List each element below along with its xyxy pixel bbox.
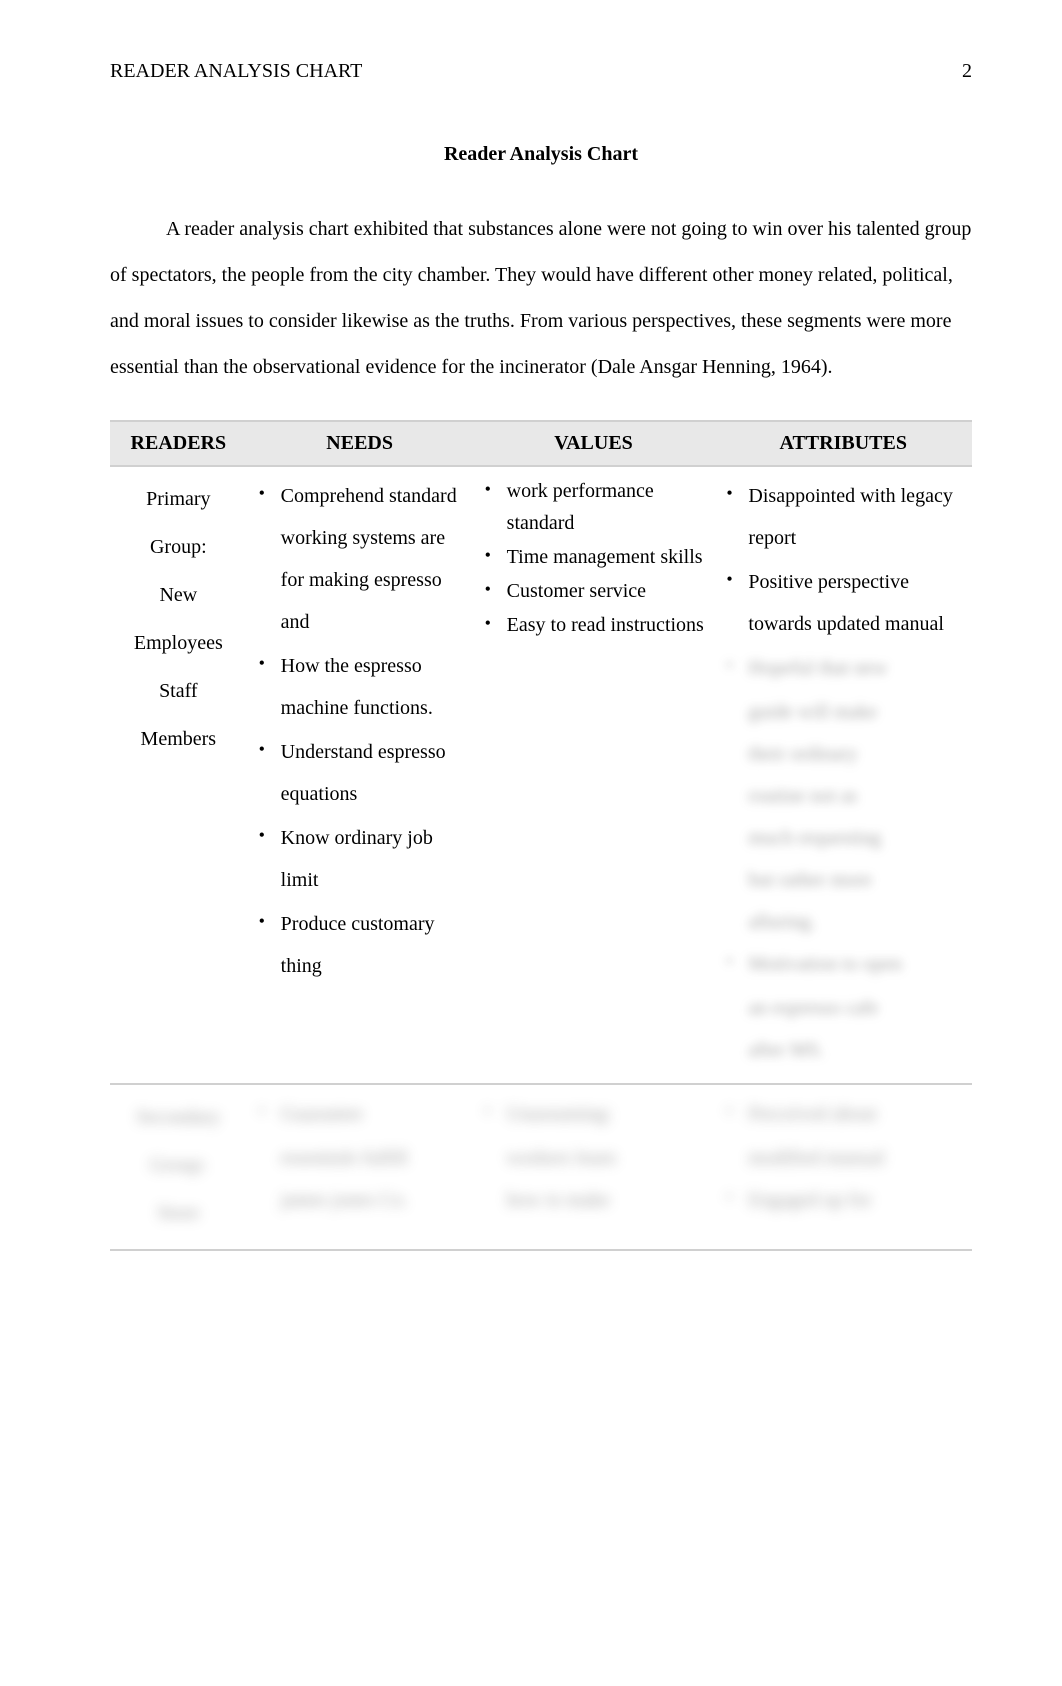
needs-cell: Comprehend standard working systems are … [247,466,473,1084]
running-head-text: READER ANALYSIS CHART [110,60,362,83]
intro-paragraph: A reader analysis chart exhibited that s… [110,206,972,390]
values-cell: Unassuming: workers learn how to make [473,1084,715,1250]
blur-text: james jones Co. [281,1179,467,1221]
header-values: VALUES [473,421,715,466]
reader-line: New [116,571,241,619]
list-item: Produce customary thing [253,903,467,987]
blur-text: much requesting [748,817,966,859]
readers-cell: Primary Group: New Employees Staff Membe… [110,466,247,1084]
table-row: Primary Group: New Employees Staff Membe… [110,466,972,1084]
header-attributes: ATTRIBUTES [714,421,972,466]
list-item: work performance standard [479,475,709,539]
readers-cell: Secondary Group: Store [110,1084,247,1250]
blur-text: workers learn [507,1137,709,1179]
blur-text: modified manual [748,1137,966,1179]
list-item: Comprehend standard working systems are … [253,475,467,643]
list-item: Perceived about [720,1093,966,1135]
blur-text: essentials fulfill [281,1137,467,1179]
values-cell: work performance standard Time managemen… [473,466,715,1084]
blur-text: after MS. [748,1029,966,1071]
list-item: Positive perspective towards updated man… [720,561,966,645]
blur-text: guide will make [748,691,966,733]
list-item: Engaged up for [720,1179,966,1221]
list-item: Guarantee [253,1093,467,1135]
list-item: Unassuming: [479,1093,709,1135]
reader-analysis-table: READERS NEEDS VALUES ATTRIBUTES Primary … [110,420,972,1251]
blur-text: routine not as [748,775,966,817]
reader-line: Secondary [116,1093,241,1141]
list-item: Hopeful that new [720,647,966,689]
blur-text: but rather more [748,859,966,901]
reader-line: Store [116,1189,241,1237]
list-item: How the espresso machine functions. [253,645,467,729]
blur-text: how to make [507,1179,709,1221]
header-needs: NEEDS [247,421,473,466]
needs-cell: Guarantee essentials fulfill james jones… [247,1084,473,1250]
table-row: Secondary Group: Store Guarantee essenti… [110,1084,972,1250]
reader-line: Primary [116,475,241,523]
intro-text: A reader analysis chart exhibited that s… [110,218,971,378]
reader-line: Employees [116,619,241,667]
reader-line: Staff [116,667,241,715]
list-item: Know ordinary job limit [253,817,467,901]
list-item: Easy to read instructions [479,609,709,641]
list-item: Disappointed with legacy report [720,475,966,559]
list-item: Time management skills [479,541,709,573]
attributes-cell: Perceived about modified manual Engaged … [714,1084,972,1250]
list-item: Understand espresso equations [253,731,467,815]
blur-text: alluring. [748,901,966,943]
attributes-cell: Disappointed with legacy report Positive… [714,466,972,1084]
reader-line: Group: [116,523,241,571]
reader-line: Group: [116,1141,241,1189]
blur-text: an espresso cafe [748,987,966,1029]
page-number: 2 [962,60,972,83]
list-item: Customer service [479,575,709,607]
reader-line: Members [116,715,241,763]
list-item: Motivation to open [720,943,966,985]
document-title: Reader Analysis Chart [110,143,972,166]
header-readers: READERS [110,421,247,466]
table-header-row: READERS NEEDS VALUES ATTRIBUTES [110,421,972,466]
blur-text: their ordinary [748,733,966,775]
